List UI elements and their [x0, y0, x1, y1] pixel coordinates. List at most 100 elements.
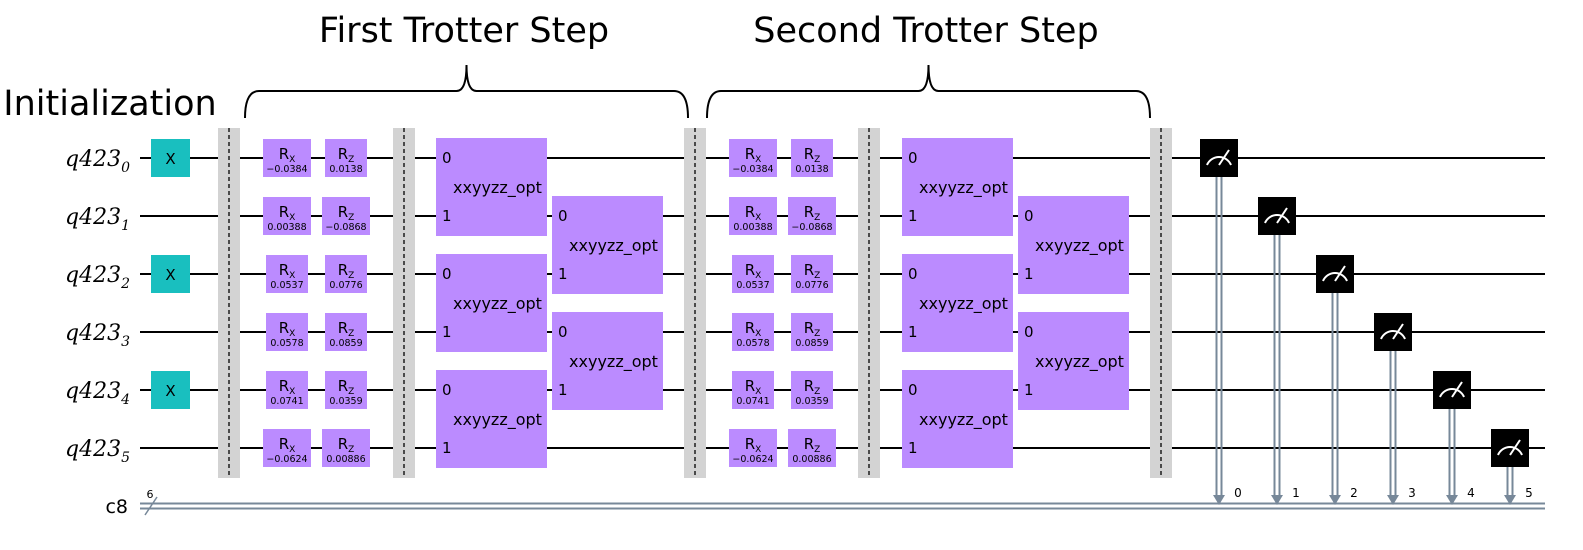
rz-gate-step1-q0-box: [325, 139, 367, 177]
rz-gate-step1-q1-param: −0.0868: [325, 222, 366, 233]
rz-gate-step2-q4-box: [791, 371, 833, 409]
xxyyzz-gate-step2-q23-port-1: 1: [908, 323, 918, 341]
qubit-label-1: q4231: [65, 205, 130, 234]
xxyyzz-gate-step1-q01-label: xxyyzz_opt: [453, 178, 542, 198]
xxyyzz-gate-step1-q23-label: xxyyzz_opt: [453, 294, 542, 314]
classical-register: 6 c8: [105, 488, 1545, 518]
xxyyzz-gate-step1-q34-port-1: 1: [558, 381, 568, 399]
measure-bit-label-5: 5: [1525, 486, 1533, 500]
xxyyzz-gate-step1-q45-port-0: 0: [442, 381, 452, 399]
rz-gate-step1-q5-box: [322, 429, 370, 467]
rx-gate-step2-q2: RX0.0537: [732, 255, 774, 293]
rx-gate-step2-q5-name: RX: [745, 435, 762, 455]
measure-bit-label-1: 1: [1292, 486, 1300, 500]
rz-gate-step1-q2-name: RZ: [338, 261, 355, 281]
measure-3: 3: [1374, 313, 1416, 505]
xxyyzz-gate-step2-q34-box: [1018, 312, 1129, 410]
rz-gate-step2-q2: RZ0.0776: [791, 255, 833, 293]
rx-gate-step1-q0-box: [263, 139, 311, 177]
xxyyzz-gate-step1-q34-port-0: 0: [558, 323, 568, 341]
measure-arrow-0: [1213, 495, 1225, 505]
measure-5: 5: [1491, 429, 1533, 505]
rz-gate-step1-q0-param: 0.0138: [329, 164, 362, 175]
rx-gate-step1-q5-box: [263, 429, 311, 467]
rx-gate-step2-q1-box: [729, 197, 777, 235]
rz-gate-step1-q3-param: 0.0859: [329, 338, 362, 349]
classical-register-width: 6: [147, 488, 154, 501]
rx-gate-step1-q0: RX−0.0384: [263, 139, 311, 177]
measure-needle-icon-4: [1451, 381, 1463, 398]
rx-gate-step2-q1: RX0.00388: [729, 197, 777, 235]
rz-gate-step1-q5-name: RZ: [338, 435, 355, 455]
xxyyzz-gate-step1-q12-port-0: 0: [558, 207, 568, 225]
rz-gate-step2-q2-param: 0.0776: [795, 280, 828, 291]
rz-gate-step1-q5: RZ0.00886: [322, 429, 370, 467]
rx-gate-step2-q3-name: RX: [745, 319, 762, 339]
first-trotter-title: First Trotter Step: [319, 11, 609, 51]
rz-gate-step1-q4-name: RZ: [338, 377, 355, 397]
rx-gate-step2-q4-box: [732, 371, 774, 409]
rx-gate-step2-q0-box: [729, 139, 777, 177]
rz-gate-step2-q0-name: RZ: [804, 145, 821, 165]
xxyyzz-gate-step1-q23-port-1: 1: [442, 323, 452, 341]
qubit-wires: [140, 157, 1545, 449]
xxyyzz-gate-step1-q12-label: xxyyzz_opt: [569, 236, 658, 256]
barriers: [218, 128, 1172, 478]
rx-gate-step2-q3-param: 0.0578: [736, 338, 769, 349]
rx-gate-step2-q5-param: −0.0624: [732, 454, 773, 465]
rx-gate-step2-q0: RX−0.0384: [729, 139, 777, 177]
rz-gate-step2-q3: RZ0.0859: [791, 313, 833, 351]
rz-gate-step1-q1-name: RZ: [338, 203, 355, 223]
xxyyzz-gate-step2-q23-box: [902, 254, 1013, 352]
rz-gate-step2-q5-name: RZ: [804, 435, 821, 455]
first-trotter-brace: [244, 64, 689, 119]
xxyyzz-gate-step2-q01-port-0: 0: [908, 149, 918, 167]
rz-gate-step2-q1-param: −0.0868: [791, 222, 832, 233]
rx-gate-step1-q1-box: [263, 197, 311, 235]
rx-gate-step2-q1-param: 0.00388: [733, 222, 772, 233]
xxyyzz-gate-step1-q01-port-1: 1: [442, 207, 452, 225]
rz-gate-step2-q1: RZ−0.0868: [788, 197, 836, 235]
xxyyzz-gate-step1-q45-label: xxyyzz_opt: [453, 410, 542, 430]
qubit-label-5: q4235: [65, 437, 130, 466]
rz-gate-step2-q2-box: [791, 255, 833, 293]
measure-1: 1: [1258, 197, 1300, 505]
xxyyzz-gate-step2-q45-port-1: 1: [908, 439, 918, 457]
measure-arrow-2: [1329, 495, 1341, 505]
x-gate-label-0: X: [165, 150, 175, 168]
x-gate-2: [151, 255, 190, 293]
rx-gate-step1-q5-param: −0.0624: [266, 454, 307, 465]
xxyyzz-gate-step2-q34-port-0: 0: [1024, 323, 1034, 341]
measure-arrow-3: [1387, 495, 1399, 505]
rz-gate-step2-q1-name: RZ: [804, 203, 821, 223]
bus-slash: [144, 496, 158, 516]
xxyyzz-gate-step2-q12-label: xxyyzz_opt: [1035, 236, 1124, 256]
rx-gate-step1-q1-param: 0.00388: [267, 222, 306, 233]
rz-gate-step1-q4: RZ0.0359: [325, 371, 367, 409]
rz-gate-step1-q3-name: RZ: [338, 319, 355, 339]
xxyyzz-gate-step1-q23-port-0: 0: [442, 265, 452, 283]
rz-gate-step2-q5-param: 0.00886: [792, 454, 831, 465]
rz-gate-step2-q2-name: RZ: [804, 261, 821, 281]
rx-gate-step1-q5-name: RX: [279, 435, 296, 455]
initialization-title: Initialization: [3, 84, 216, 124]
x-gate-label-2: X: [165, 266, 175, 284]
xxyyzz-gate-step1-q34-label: xxyyzz_opt: [569, 352, 658, 372]
rx-gate-step1-q0-name: RX: [279, 145, 296, 165]
rx-gate-step1-q4-box: [266, 371, 308, 409]
rx-gate-step1-q2-param: 0.0537: [270, 280, 303, 291]
rx-gate-step2-q1-name: RX: [745, 203, 762, 223]
xxyyzz-gate-step1-q12-box: [552, 196, 663, 294]
measure-bit-label-2: 2: [1350, 486, 1358, 500]
rz-gate-step1-q2: RZ0.0776: [325, 255, 367, 293]
rx-gate-step2-q5: RX−0.0624: [729, 429, 777, 467]
rx-gate-step2-q3-box: [732, 313, 774, 351]
